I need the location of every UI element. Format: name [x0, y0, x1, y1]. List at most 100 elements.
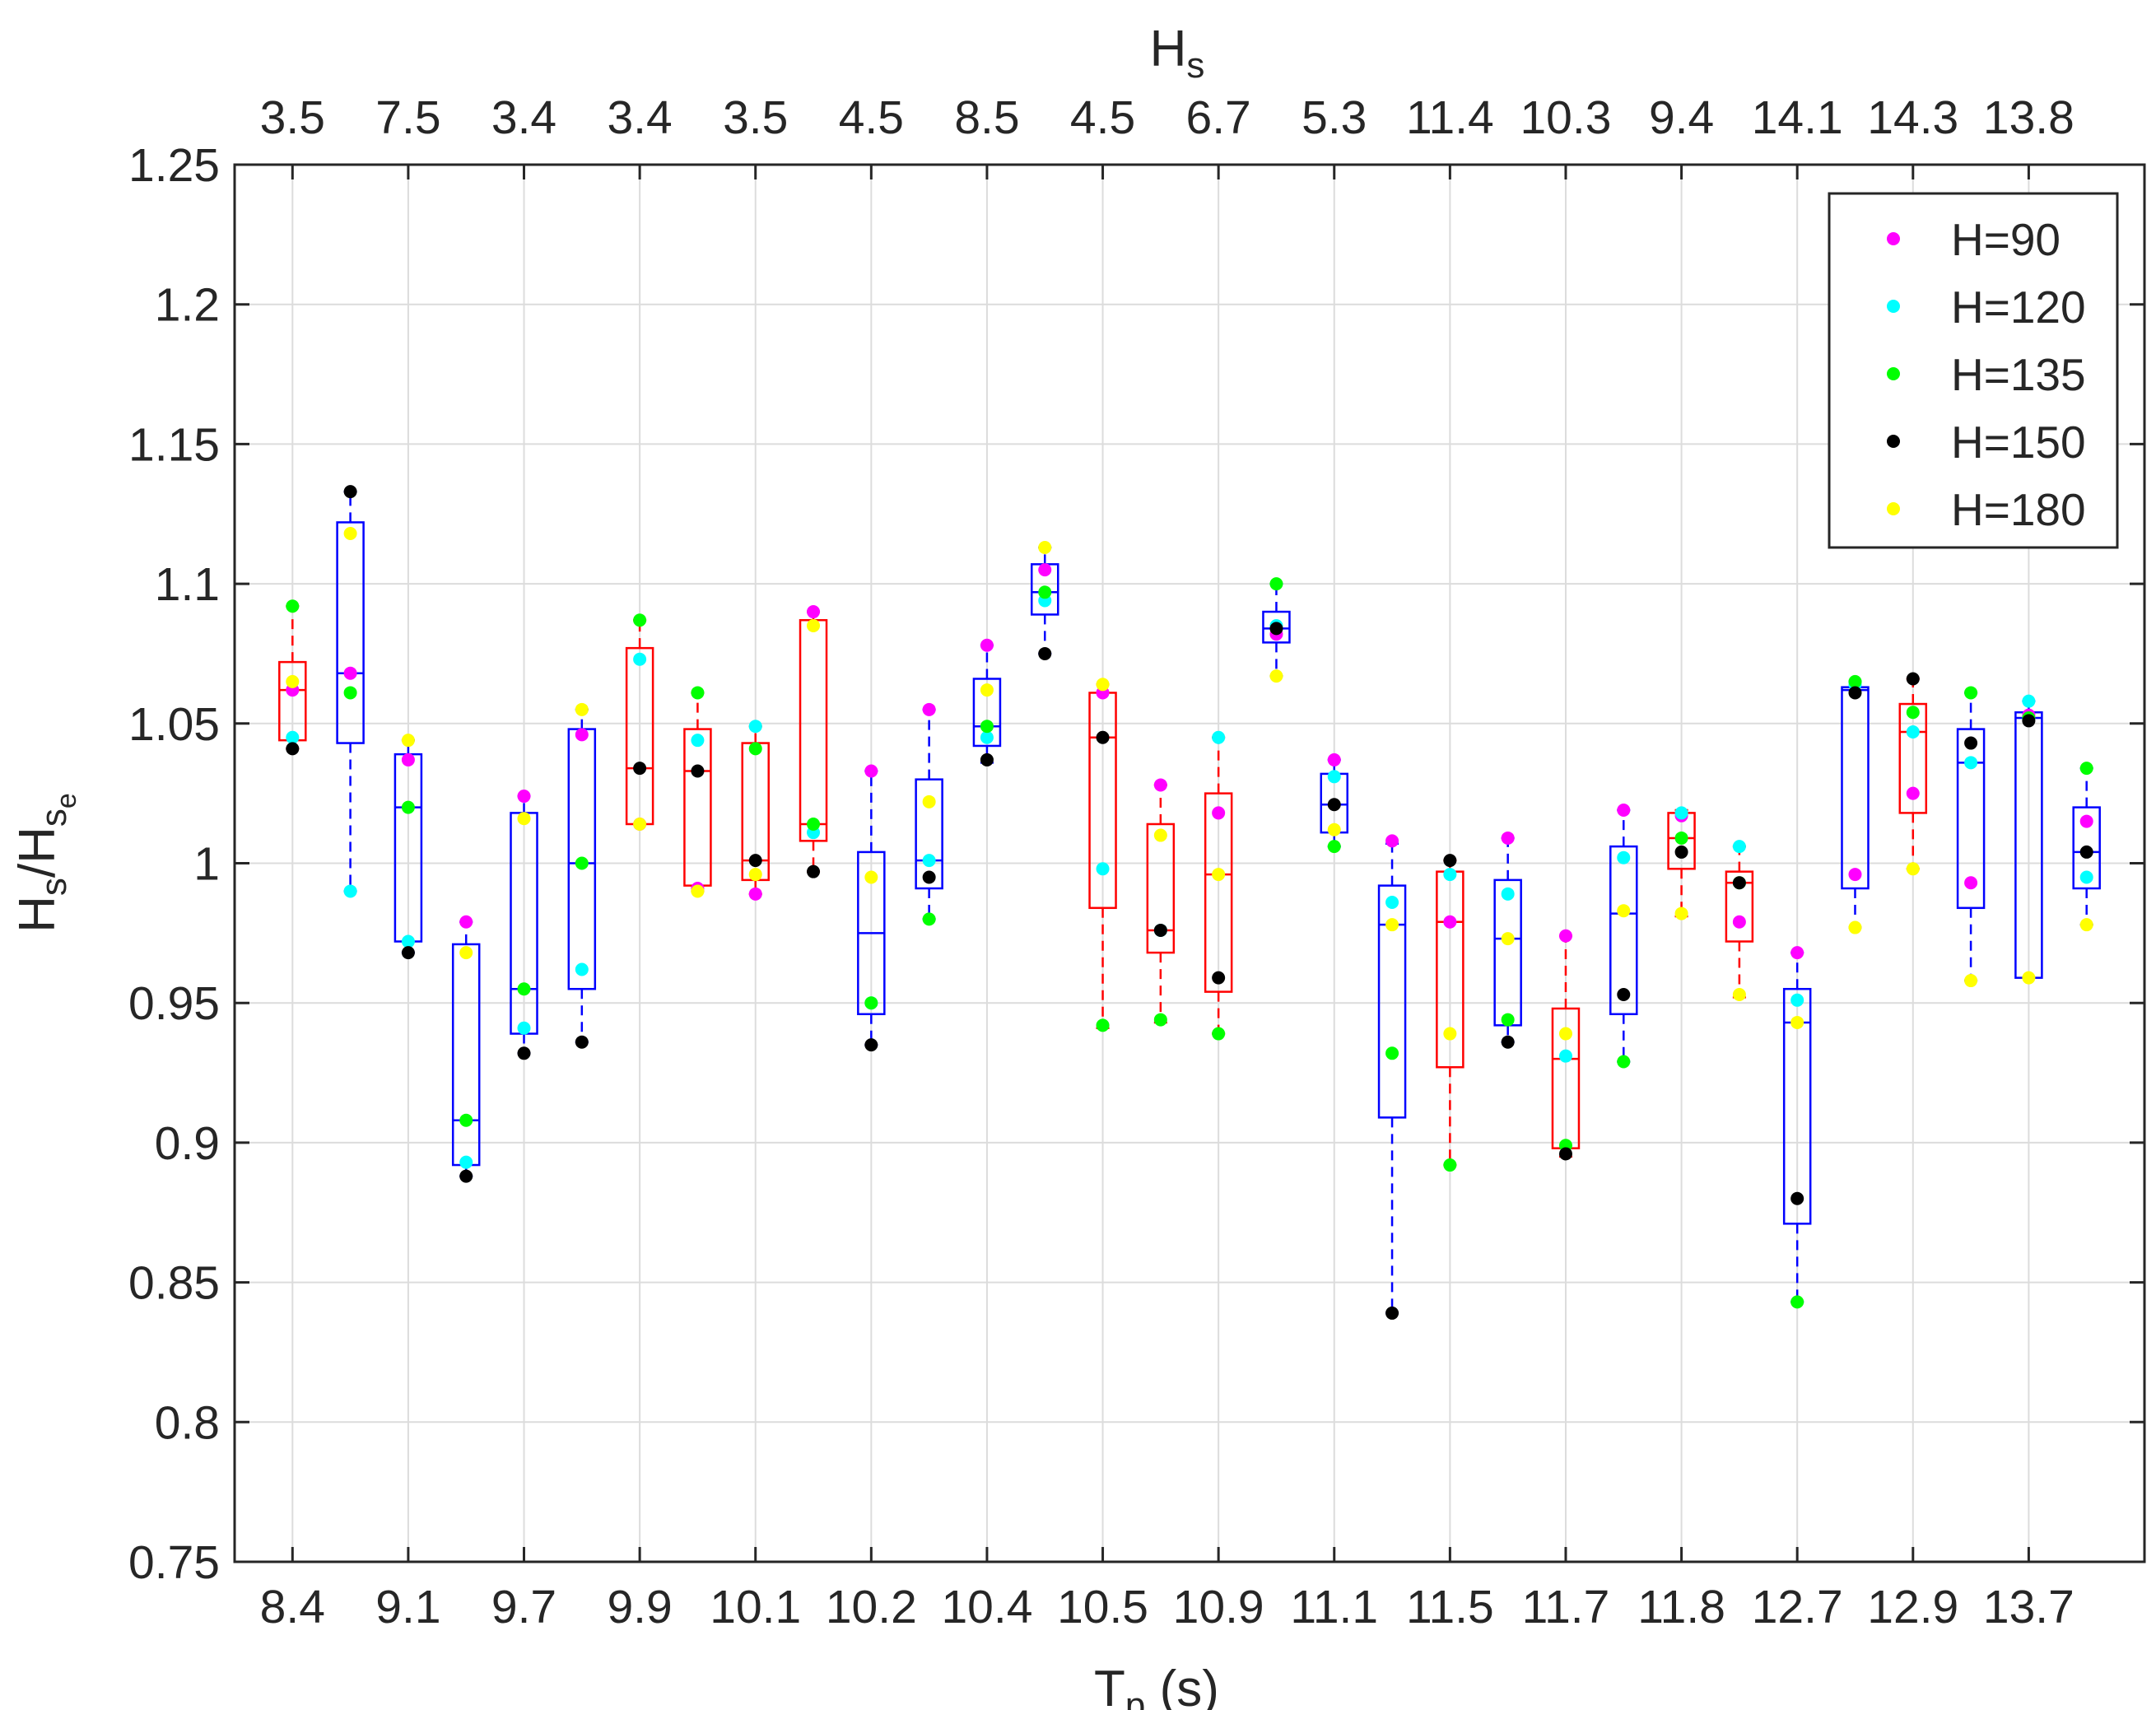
data-point: [401, 800, 415, 814]
data-point: [517, 1021, 531, 1035]
top-tick-label: 4.5: [1070, 91, 1135, 144]
data-point: [575, 962, 589, 976]
top-tick-label: 4.5: [839, 91, 904, 144]
data-point: [1848, 920, 1862, 934]
box-plot: [972, 638, 1002, 766]
data-point: [286, 742, 300, 756]
data-point: [807, 619, 821, 633]
data-point: [343, 485, 357, 499]
data-point: [1327, 770, 1341, 784]
legend-marker: [1887, 435, 1900, 448]
box-iqr: [915, 778, 943, 890]
data-point: [1212, 806, 1226, 820]
data-point: [1038, 563, 1052, 577]
data-point: [1674, 831, 1688, 845]
tick-labels: 0.75 0.8 0.85 0.9 0.95 1 1.05 1.1 1.15 1.2 1.25 8.4…: [128, 91, 2075, 1633]
data-point: [286, 730, 300, 744]
box-plot: [1841, 674, 1870, 934]
data-point: [922, 870, 936, 884]
top-tick-label: 3.4: [607, 91, 672, 144]
data-point: [1906, 862, 1920, 876]
top-tick-label: 8.5: [954, 91, 1019, 144]
data-point: [1096, 678, 1110, 692]
data-point: [691, 734, 705, 748]
legend-marker: [1887, 300, 1900, 313]
box-plot: [1493, 831, 1522, 1049]
x-tick-label: 9.9: [607, 1581, 672, 1633]
data-point: [1385, 1046, 1399, 1060]
box-iqr: [451, 943, 481, 1167]
data-point: [401, 734, 415, 748]
y-tick-label: 1.15: [128, 418, 220, 471]
data-point: [575, 728, 589, 742]
data-point: [1617, 904, 1631, 918]
data-point: [1269, 669, 1283, 683]
data-point: [1906, 725, 1920, 739]
box-plot: [1377, 834, 1407, 1320]
data-point: [1906, 786, 1920, 800]
box-plot: [625, 613, 654, 831]
y-tick-label: 1.25: [128, 139, 220, 192]
data-point: [1212, 868, 1226, 882]
data-point: [1443, 1027, 1457, 1041]
data-point: [1790, 946, 1804, 960]
data-point: [1732, 876, 1746, 890]
data-point: [1385, 834, 1399, 848]
data-point: [1501, 932, 1515, 946]
top-tick-label: 3.4: [491, 91, 556, 144]
data-point: [1096, 1018, 1110, 1032]
box-iqr: [972, 678, 1002, 748]
box-plot: [1956, 686, 1986, 988]
data-point: [459, 1169, 473, 1183]
box-iqr: [2072, 806, 2101, 890]
data-point: [1327, 752, 1341, 766]
x-tick-label: 10.9: [1173, 1581, 1264, 1633]
data-point: [575, 702, 589, 716]
box-iqr: [1898, 702, 1928, 814]
top-tick-label: 10.3: [1520, 91, 1611, 144]
data-point: [980, 683, 994, 697]
data-point: [1153, 923, 1167, 937]
data-point: [864, 996, 878, 1010]
data-point: [2079, 845, 2093, 859]
box-plot: [1262, 577, 1291, 683]
data-point: [1327, 798, 1341, 812]
data-point: [1501, 1013, 1515, 1027]
data-point: [1096, 862, 1110, 876]
legend-label: H=150: [1951, 417, 2086, 468]
data-point: [1327, 822, 1341, 836]
data-point: [2022, 714, 2036, 728]
data-point: [1790, 993, 1804, 1007]
data-point: [459, 946, 473, 960]
data-point: [807, 817, 821, 831]
box-plot: [278, 599, 307, 756]
data-point: [343, 666, 357, 680]
x-tick-label: 11.8: [1637, 1581, 1725, 1633]
box-iqr: [1956, 728, 1986, 910]
axes: [233, 163, 2146, 1563]
x-axis-title: Tp (s): [1094, 1661, 1219, 1710]
data-point: [1906, 706, 1920, 720]
box-iqr: [336, 521, 365, 744]
data-point: [575, 856, 589, 870]
data-point: [1385, 896, 1399, 910]
legend-label: H=120: [1951, 282, 2086, 333]
data-point: [633, 817, 647, 831]
box-iqr: [1609, 845, 1638, 1016]
data-point: [1443, 915, 1457, 929]
legend-label: H=90: [1951, 214, 2061, 265]
box-plot: [1436, 854, 1464, 1172]
box-plots: [278, 485, 2101, 1320]
data-point: [864, 764, 878, 778]
box-plot: [683, 686, 712, 898]
box-plot: [1782, 946, 1812, 1309]
data-point: [517, 790, 531, 804]
data-point: [286, 674, 300, 688]
data-point: [748, 854, 762, 868]
data-point: [1964, 974, 1978, 988]
data-point: [1153, 1013, 1167, 1027]
top-tick-label: 7.5: [375, 91, 440, 144]
legend-label: H=180: [1951, 484, 2086, 535]
data-point: [1964, 756, 1978, 770]
